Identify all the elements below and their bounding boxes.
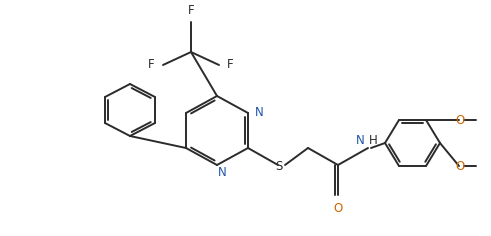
Text: N: N: [255, 106, 264, 119]
Text: N: N: [218, 167, 227, 180]
Text: H: H: [369, 134, 378, 147]
Text: O: O: [455, 114, 464, 126]
Text: F: F: [148, 59, 155, 72]
Text: O: O: [455, 160, 464, 173]
Text: S: S: [275, 160, 283, 173]
Text: F: F: [188, 4, 194, 17]
Text: O: O: [333, 202, 343, 215]
Text: N: N: [356, 134, 365, 147]
Text: F: F: [227, 59, 234, 72]
